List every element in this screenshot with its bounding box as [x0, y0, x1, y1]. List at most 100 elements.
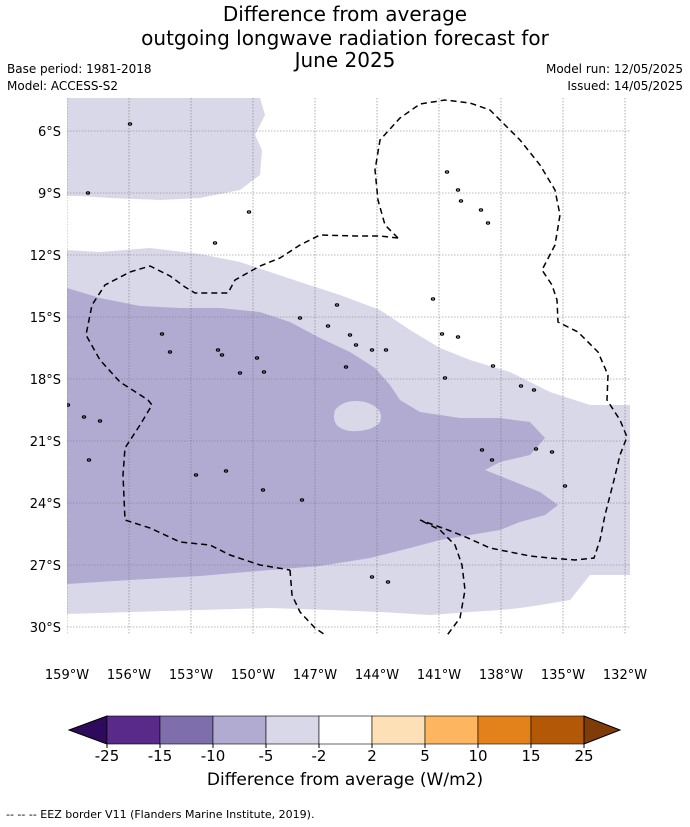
island-icon	[455, 335, 461, 339]
island-icon	[478, 208, 484, 212]
colorbar	[67, 715, 622, 745]
colorbar-title: Difference from average (W/m2)	[206, 770, 484, 790]
latitude-label: 15°S	[30, 311, 61, 326]
island-icon	[562, 484, 568, 488]
island-icon	[531, 388, 537, 392]
island-icon	[442, 376, 448, 380]
longitude-label: 135°W	[541, 668, 585, 683]
island-icon	[193, 473, 199, 477]
latitude-label: 6°S	[38, 125, 61, 140]
latitude-label: 9°S	[38, 187, 61, 202]
eez-border-cook-islands	[85, 234, 399, 571]
longitude-label: 141°W	[417, 668, 461, 683]
eez-legend-footnote: -- -- -- EEZ border V11 (Flanders Marine…	[6, 808, 315, 821]
model-label: Model: ACCESS-S2	[7, 79, 119, 93]
island-icon	[385, 580, 391, 584]
copyright-notice: © Commonwealth of Australia 2025, Bureau…	[70, 635, 575, 649]
colorbar-tick-label: 15	[521, 747, 540, 765]
island-icon	[353, 343, 359, 347]
anomaly-region-light-north	[67, 98, 265, 200]
latitude-labels: 6°S 9°S 12°S 15°S 18°S 21°S 24°S 27°S 30°S	[30, 125, 61, 636]
island-icon	[533, 447, 539, 451]
colorbar-tick-label: 5	[420, 747, 430, 765]
base-period-label: Base period: 1981-2018	[7, 62, 152, 76]
island-icon	[485, 221, 491, 225]
longitude-label: 156°W	[107, 668, 151, 683]
colorbar-tick-label: -10	[201, 747, 226, 765]
issued-label: Issued: 14/05/2025	[567, 79, 683, 93]
longitude-label: 150°W	[231, 668, 275, 683]
longitude-label: 159°W	[45, 668, 89, 683]
island-icon	[334, 303, 340, 307]
island-icon	[490, 364, 496, 368]
island-icon	[325, 324, 331, 328]
colorbar-tick-label: -15	[148, 747, 173, 765]
colorbar-segment	[424, 715, 479, 745]
island-icon	[261, 370, 267, 374]
anomaly-region-medium	[67, 288, 558, 584]
longitude-labels: 159°W 156°W 153°W 150°W 147°W 144°W 141°W 138°W…	[45, 668, 647, 683]
colorbar-segment	[530, 715, 585, 745]
colorbar-segment	[371, 715, 426, 745]
island-icon	[127, 122, 133, 126]
island-icon	[215, 348, 221, 352]
colorbar-tick-label: -25	[95, 747, 120, 765]
latitude-label: 30°S	[30, 621, 61, 636]
island-icon	[430, 297, 436, 301]
longitude-label: 153°W	[169, 668, 213, 683]
island-icon	[246, 210, 252, 214]
island-icon	[212, 241, 218, 245]
island-icon	[369, 348, 375, 352]
island-icon	[167, 350, 173, 354]
colorbar-segment	[265, 715, 320, 745]
island-icon	[223, 469, 229, 473]
anomaly-pocket	[334, 401, 381, 432]
island-icon	[458, 199, 464, 203]
colorbar-extend-high	[583, 715, 622, 745]
colorbar-segment	[106, 715, 161, 745]
map-title-line-1: Difference from average	[222, 2, 468, 26]
island-icon	[237, 371, 243, 375]
latitude-label: 27°S	[30, 559, 61, 574]
colorbar-segment	[159, 715, 214, 745]
map-svg: © Commonwealth of Australia 2025, Bureau…	[30, 98, 647, 765]
colorbar-tick-label: -2	[312, 747, 327, 765]
island-icon	[260, 488, 266, 492]
latitude-label: 21°S	[30, 435, 61, 450]
island-icon	[518, 384, 524, 388]
longitude-label: 132°W	[603, 668, 647, 683]
island-icon	[455, 188, 461, 192]
model-run-label: Model run: 12/05/2025	[545, 62, 683, 76]
colorbar-tick-label: 2	[367, 747, 377, 765]
island-icon	[479, 448, 485, 452]
longitude-label: 144°W	[355, 668, 399, 683]
island-icon	[85, 191, 91, 195]
eez-border-pitcairn	[289, 519, 466, 635]
colorbar-tick-label: 10	[468, 747, 487, 765]
colorbar-segment	[318, 715, 373, 745]
island-icon	[297, 316, 303, 320]
longitude-label: 147°W	[293, 668, 337, 683]
island-icon	[219, 353, 225, 357]
map-title-line-3: June 2025	[294, 48, 396, 72]
island-icon	[67, 403, 71, 407]
latitude-label: 24°S	[30, 497, 61, 512]
latitude-label: 18°S	[30, 373, 61, 388]
island-icon	[369, 575, 375, 579]
island-icon	[489, 458, 495, 462]
island-icon	[383, 348, 389, 352]
island-icon	[97, 419, 103, 423]
latitude-label: 12°S	[30, 249, 61, 264]
island-icon	[81, 415, 87, 419]
longitude-label: 138°W	[479, 668, 523, 683]
island-icon	[444, 170, 450, 174]
island-icon	[254, 356, 260, 360]
island-icon	[439, 332, 445, 336]
island-icon	[549, 450, 555, 454]
island-outlines	[67, 122, 568, 584]
colorbar-tick-label: -5	[259, 747, 274, 765]
map-title-line-2: outgoing longwave radiation forecast for	[141, 26, 549, 50]
island-icon	[159, 332, 165, 336]
island-icon	[347, 333, 353, 337]
colorbar-extend-low	[67, 715, 108, 745]
